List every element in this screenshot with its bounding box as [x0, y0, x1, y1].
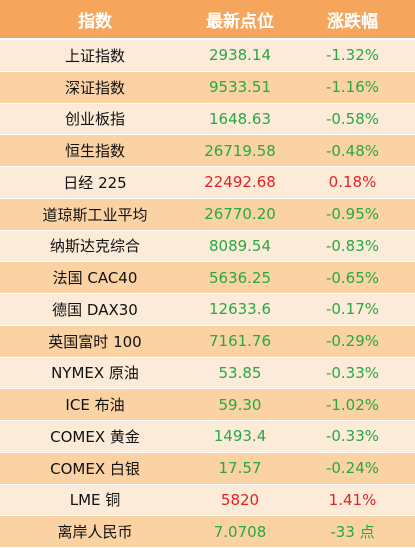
last-price: 7.0708: [213, 522, 267, 541]
table-row: LME 铜 5820 1.41%: [0, 484, 415, 517]
last-price: 9533.51: [208, 78, 272, 97]
change: -1.02%: [325, 395, 380, 414]
change: -33 点: [330, 523, 375, 542]
table-row: 上证指数 2938.14 -1.32%: [0, 40, 415, 72]
index-name: 法国 CAC40: [52, 269, 138, 288]
header-row: 指数 最新点位 涨跌幅: [0, 0, 415, 40]
index-name: 上证指数: [64, 46, 125, 65]
index-name: 恒生指数: [64, 142, 125, 161]
table-row: 英国富时 100 7161.76 -0.29%: [0, 325, 415, 358]
table-row: 深证指数 9533.51 -1.16%: [0, 71, 415, 104]
change: -0.58%: [325, 109, 380, 128]
index-name: 创业板指: [64, 110, 125, 129]
header-cell: 涨跌幅: [327, 11, 378, 32]
last-price: 2938.14: [208, 46, 272, 65]
change: -0.29%: [325, 332, 380, 351]
last-price: 17.57: [218, 459, 262, 478]
index-name: LME 铜: [69, 491, 121, 510]
last-price: 8089.54: [208, 236, 272, 255]
last-price: 59.30: [218, 395, 262, 414]
change: -0.17%: [325, 300, 380, 319]
change: -0.24%: [325, 459, 380, 478]
last-price: 22492.68: [204, 173, 276, 192]
table-row: 创业板指 1648.63 -0.58%: [0, 103, 415, 136]
table-row: 恒生指数 26719.58 -0.48%: [0, 135, 415, 167]
last-price: 26719.58: [204, 141, 276, 160]
change: -0.48%: [325, 141, 380, 160]
change: 0.18%: [328, 173, 377, 192]
table-row: 道琼斯工业平均 26770.20 -0.95%: [0, 198, 415, 231]
last-price: 5636.25: [208, 268, 272, 287]
header-cell: 指数: [78, 11, 112, 32]
last-price: 7161.76: [208, 332, 272, 351]
index-name: 德国 DAX30: [52, 300, 138, 319]
index-name: 道琼斯工业平均: [42, 205, 148, 224]
index-name: COMEX 白银: [50, 459, 140, 478]
index-name: 离岸人民币: [57, 523, 133, 542]
table-row: ICE 布油 59.30 -1.02%: [0, 389, 415, 421]
index-name: 英国富时 100: [48, 332, 142, 351]
index-name: 纳斯达克综合: [49, 237, 140, 256]
index-name: 深证指数: [64, 78, 125, 97]
change: -0.95%: [325, 205, 380, 224]
last-price: 12633.6: [208, 300, 272, 319]
table-row: 纳斯达克综合 8089.54 -0.83%: [0, 230, 415, 263]
change: -1.16%: [325, 78, 380, 97]
last-price: 26770.20: [204, 205, 276, 224]
change: -0.33%: [325, 427, 380, 446]
last-price: 1493.4: [213, 427, 267, 446]
change: -1.32%: [325, 46, 380, 65]
index-name: COMEX 黄金: [50, 427, 140, 446]
index-name: 日经 225: [63, 173, 127, 192]
last-price: 53.85: [218, 363, 262, 382]
last-price: 5820: [220, 490, 260, 509]
change: -0.65%: [325, 268, 380, 287]
change: 1.41%: [328, 490, 377, 509]
table-row: 离岸人民币 7.0708 -33 点: [0, 516, 415, 548]
table-row: 日经 225 22492.68 0.18%: [0, 167, 415, 199]
table-row: COMEX 黄金 1493.4 -0.33%: [0, 421, 415, 453]
change: -0.83%: [325, 236, 380, 255]
table-row: NYMEX 原油 53.85 -0.33%: [0, 357, 415, 390]
table-row: COMEX 白银 17.57 -0.24%: [0, 452, 415, 485]
change: -0.33%: [325, 363, 380, 382]
index-name: NYMEX 原油: [51, 364, 139, 383]
last-price: 1648.63: [208, 109, 272, 128]
table-row: 德国 DAX30 12633.6 -0.17%: [0, 294, 415, 326]
table-row: 法国 CAC40 5636.25 -0.65%: [0, 262, 415, 294]
index-name: ICE 布油: [65, 396, 125, 415]
header-cell: 最新点位: [206, 11, 274, 32]
